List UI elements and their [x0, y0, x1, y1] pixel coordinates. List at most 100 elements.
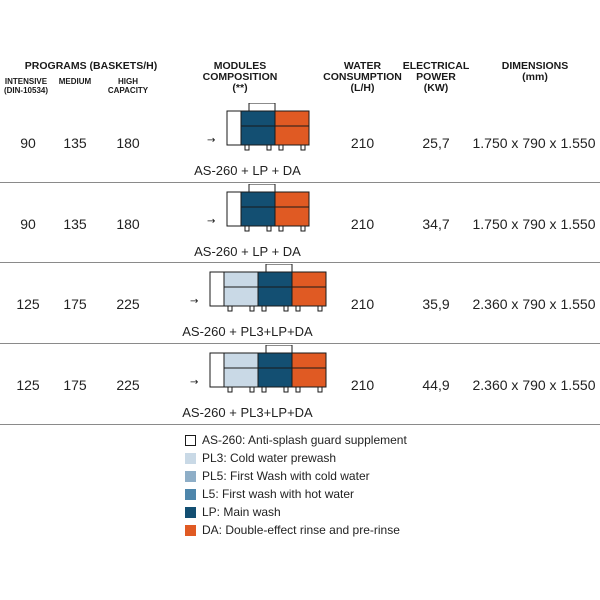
module-leg [300, 225, 306, 232]
cell-dimensions: 2.360 x 790 x 1.550 [472, 296, 596, 312]
header-capacity-label: CAPACITY [107, 86, 149, 95]
legend-swatch [185, 434, 196, 446]
module-leg [295, 305, 301, 312]
flow-arrow-icon: → [207, 135, 215, 146]
module-leg [249, 386, 255, 393]
flow-arrow-icon: → [190, 296, 198, 307]
legend-label: LP: Main wash [202, 505, 281, 519]
header-modules-3: (**) [232, 82, 248, 94]
module-lp [257, 352, 293, 388]
header-intensive: INTENSIVE (DIN-10534) [0, 77, 52, 95]
header-water-3: (L/H) [350, 82, 375, 94]
row-divider [0, 424, 600, 425]
module-leg [227, 305, 233, 312]
cell-power: 25,7 [422, 135, 450, 151]
legend-item: L5: First wash with hot water [185, 486, 354, 502]
module-leg [266, 225, 272, 232]
legend-item: AS-260: Anti-splash guard supplement [185, 432, 407, 448]
cell-dimensions: 1.750 x 790 x 1.550 [472, 216, 596, 232]
module-leg [261, 386, 267, 393]
legend-label: DA: Double-effect rinse and pre-rinse [202, 523, 400, 537]
flow-arrow-icon: → [207, 216, 215, 227]
module-da [274, 110, 310, 146]
module-pl3 [223, 352, 259, 388]
cell-high: 225 [116, 296, 140, 312]
legend-label: PL3: Cold water prewash [202, 451, 337, 465]
cell-intensive: 90 [20, 216, 36, 232]
module-lid [248, 103, 276, 112]
module-leg [261, 305, 267, 312]
legend-item: DA: Double-effect rinse and pre-rinse [185, 522, 400, 538]
module-leg [249, 305, 255, 312]
header-water: WATER CONSUMPTION (L/H) [315, 61, 410, 94]
cell-medium: 135 [63, 216, 87, 232]
cell-high: 180 [116, 216, 140, 232]
legend-swatch [185, 524, 196, 536]
module-leg [244, 225, 250, 232]
legend-item: PL3: Cold water prewash [185, 450, 336, 466]
header-high-label: HIGH [118, 77, 138, 86]
module-lid [265, 264, 293, 273]
module-leg [278, 225, 284, 232]
module-leg [283, 305, 289, 312]
legend-label: PL5: First Wash with cold water [202, 469, 370, 483]
module-lp [240, 110, 276, 146]
cell-caption: AS-260 + PL3+LP+DA [182, 405, 313, 420]
cell-medium: 175 [63, 377, 87, 393]
module-leg [266, 144, 272, 151]
module-diagram: → [207, 184, 310, 232]
module-pl3 [223, 271, 259, 307]
cell-medium: 135 [63, 135, 87, 151]
header-dim-1: DIMENSIONS [501, 60, 569, 72]
cell-power: 44,9 [422, 377, 450, 393]
cell-caption: AS-260 + LP + DA [194, 244, 301, 259]
module-diagram: → [190, 345, 327, 393]
module-leg [244, 144, 250, 151]
cell-caption: AS-260 + LP + DA [194, 163, 301, 178]
row-divider [0, 182, 600, 183]
module-lp [257, 271, 293, 307]
header-elec-3: (KW) [423, 82, 449, 94]
legend-item: LP: Main wash [185, 504, 281, 520]
legend-label: L5: First wash with hot water [202, 487, 355, 501]
cell-high: 180 [116, 135, 140, 151]
header-dim-2: (mm) [522, 71, 548, 83]
module-leg [317, 305, 323, 312]
header-modules-2: COMPOSITION [202, 71, 278, 83]
header-modules-1: MODULES [213, 60, 267, 72]
module-leg [227, 386, 233, 393]
cell-water: 210 [350, 216, 375, 232]
legend-item: PL5: First Wash with cold water [185, 468, 370, 484]
legend-swatch [185, 470, 196, 482]
legend-swatch [185, 488, 196, 500]
legend-swatch [185, 506, 196, 518]
module-lp [240, 191, 276, 227]
module-da [274, 191, 310, 227]
cell-high: 225 [116, 377, 140, 393]
row-divider [0, 262, 600, 263]
header-electrical: ELECTRICAL POWER (KW) [400, 61, 472, 94]
module-diagram: → [207, 103, 310, 151]
module-leg [278, 144, 284, 151]
module-da [291, 352, 327, 388]
cell-intensive: 125 [16, 377, 40, 393]
cell-water: 210 [350, 377, 375, 393]
header-elec-2: POWER [416, 71, 456, 83]
header-water-2: CONSUMPTION [323, 71, 402, 83]
cell-water: 210 [350, 135, 375, 151]
header-intensive-label: INTENSIVE [4, 77, 48, 86]
cell-power: 35,9 [422, 296, 450, 312]
cell-medium: 175 [63, 296, 87, 312]
module-leg [283, 386, 289, 393]
cell-intensive: 125 [16, 296, 40, 312]
cell-dimensions: 1.750 x 790 x 1.550 [472, 135, 596, 151]
module-diagram: → [190, 264, 327, 312]
cell-power: 34,7 [422, 216, 450, 232]
header-high-capacity: HIGH CAPACITY [100, 77, 156, 95]
header-intensive-sub: (DIN-10534) [3, 86, 48, 95]
row-divider [0, 343, 600, 344]
header-elec-1: ELECTRICAL [402, 60, 470, 72]
module-leg [300, 144, 306, 151]
cell-intensive: 90 [20, 135, 36, 151]
module-leg [295, 386, 301, 393]
